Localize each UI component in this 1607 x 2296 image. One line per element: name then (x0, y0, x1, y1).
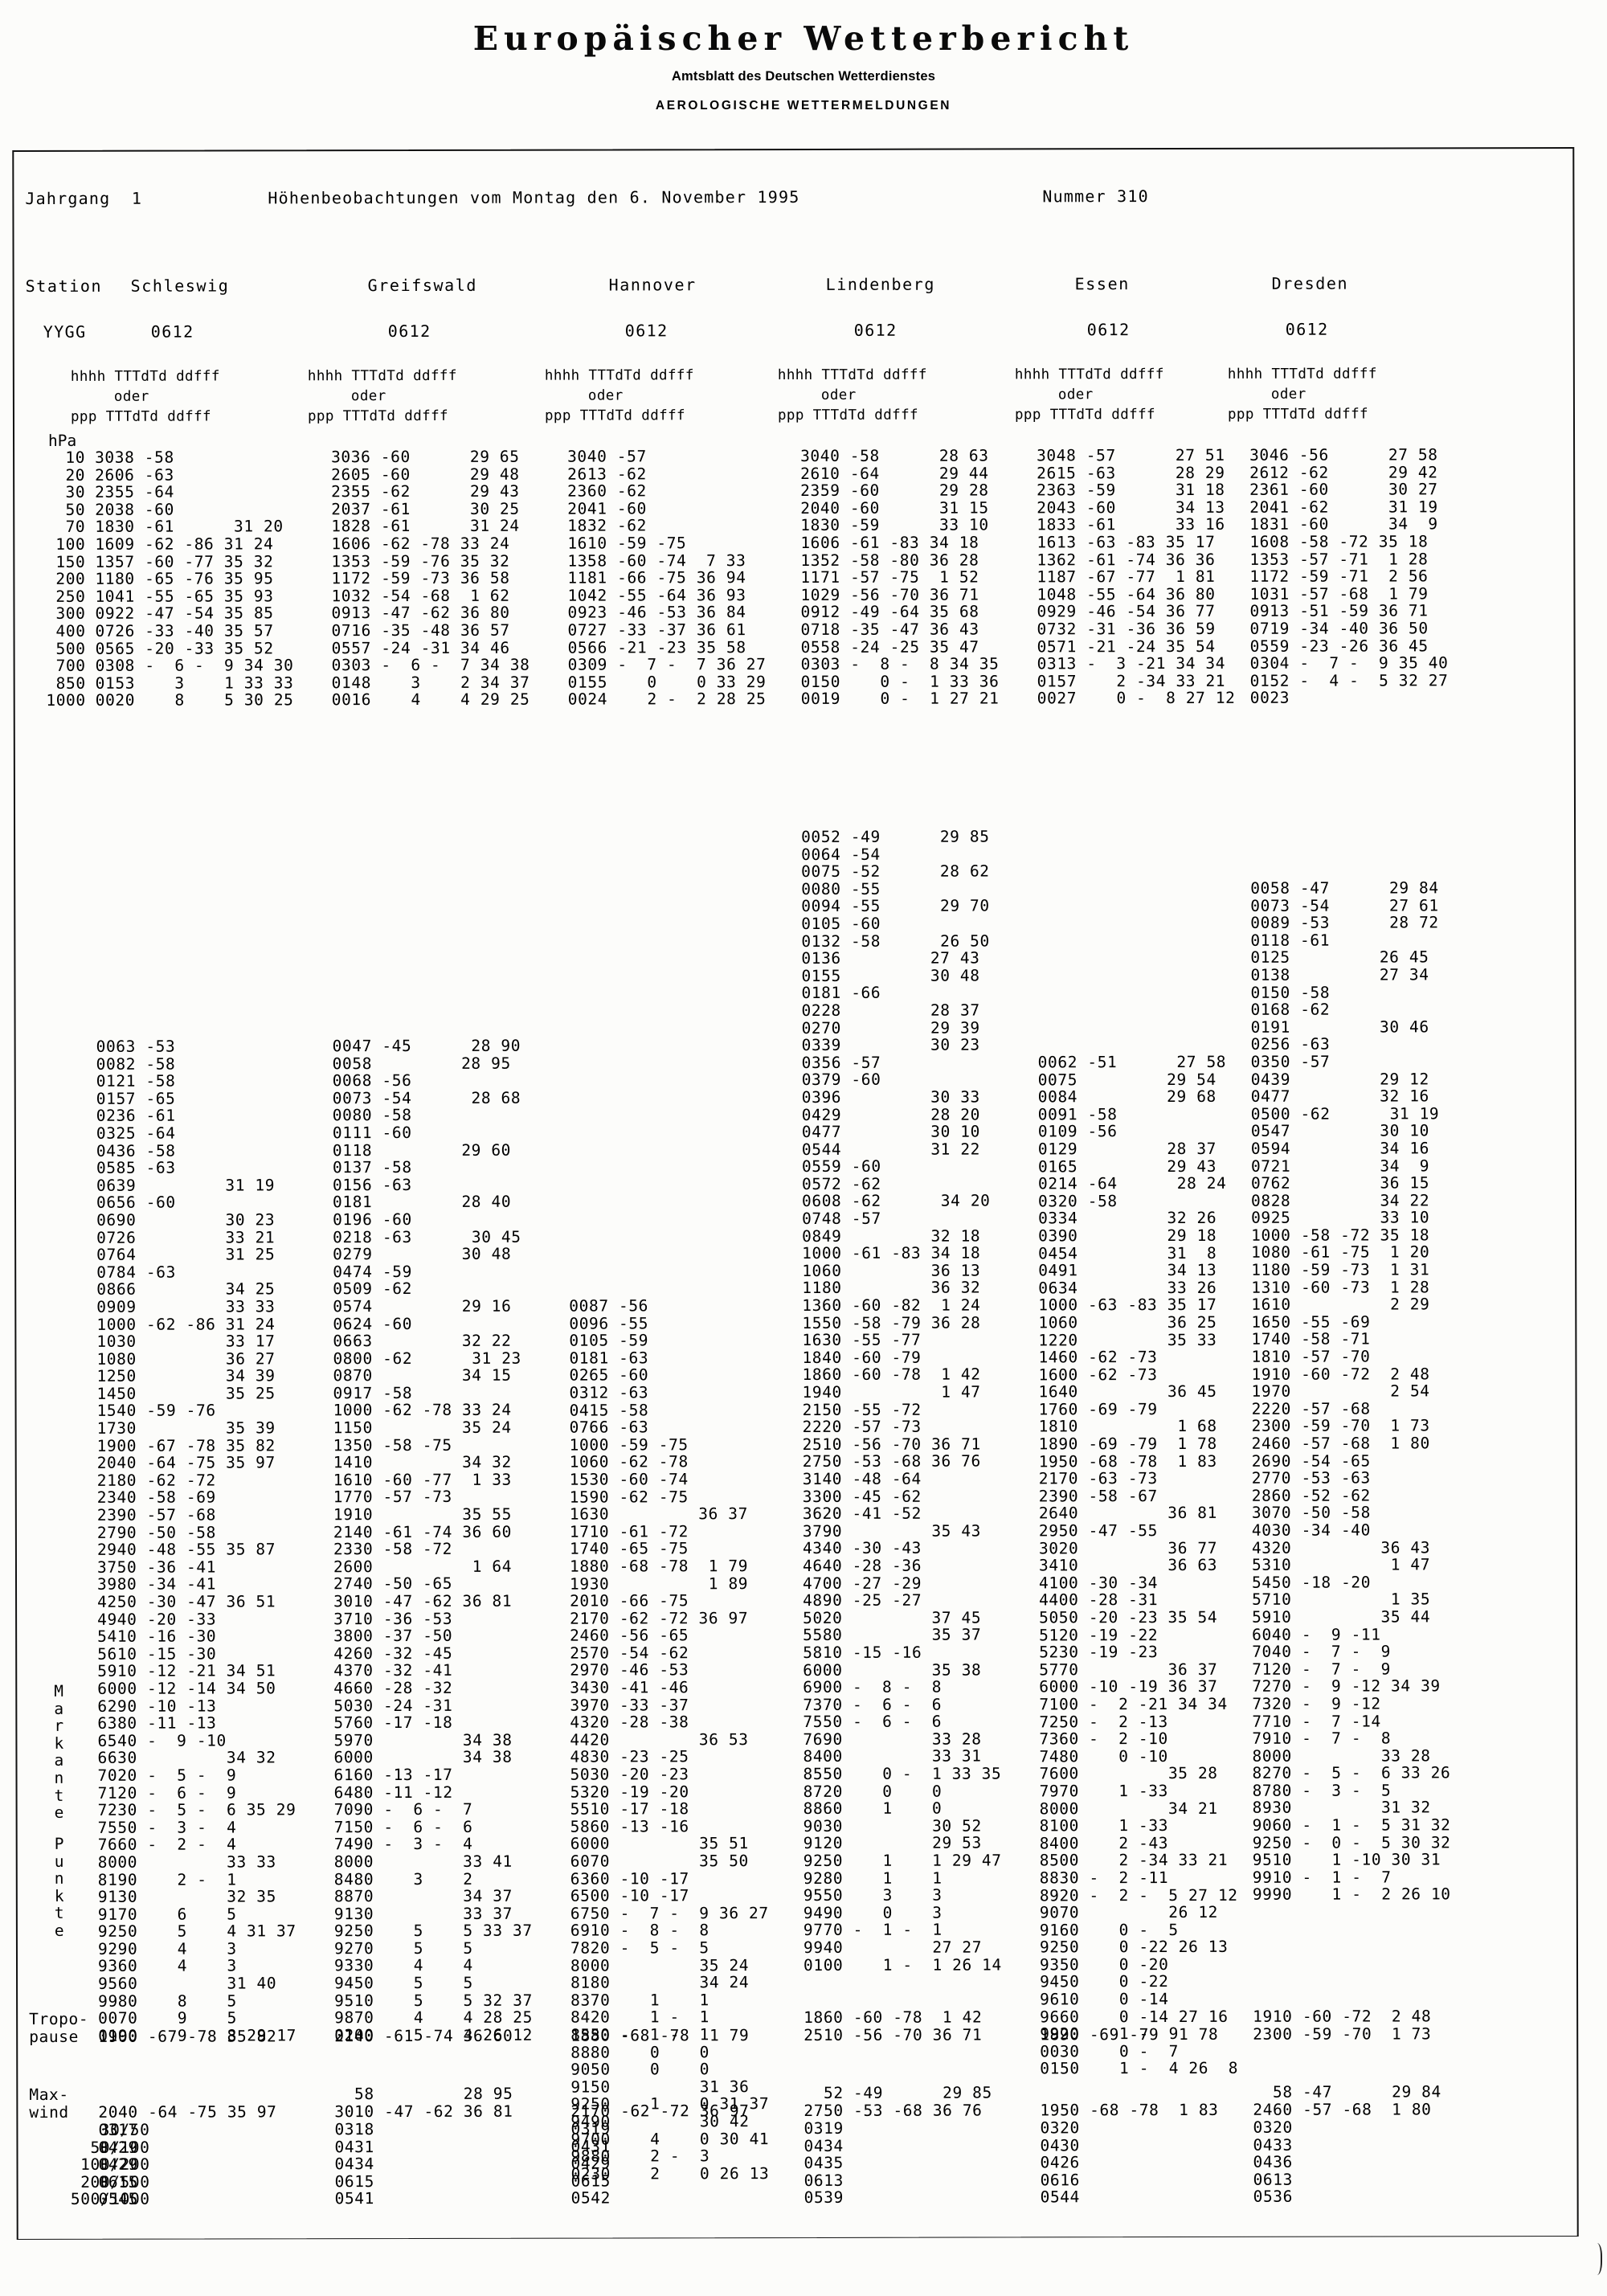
column-header-block: hhhh TTTdTd ddfff oder ppp TTTdTd ddfff … (14, 364, 1573, 424)
colhdr-hannover-l3: ppp TTTdTd ddfff (544, 407, 685, 424)
observation-date: Höhenbeobachtungen vom Montag den 6. Nov… (268, 186, 800, 208)
publication-title: Europäischer Wetterbericht (472, 19, 1135, 58)
maxwind-schleswig: 2040 -64 -75 35 97 (98, 2102, 277, 2122)
maxwind-essen: 1950 -68 -78 1 83 (1040, 2100, 1219, 2120)
tropopause-essen: 1890 -69 -79 1 78 (1040, 2024, 1219, 2044)
colhdr-schleswig-l1: hhhh TTTdTd ddfff (70, 368, 220, 385)
obs-time-essen: 0612 (1086, 320, 1131, 340)
publication-subtitle: Amtsblatt des Deutschen Wetterdienstes (671, 69, 936, 84)
tropopause-label: Tropo- pause (29, 2009, 89, 2046)
volume-info: Jahrgang 1 (25, 189, 142, 208)
masthead: Europäischer Wetterbericht Amtsblatt des… (0, 19, 1607, 113)
colhdr-greifswald-l3: ppp TTTdTd ddfff (307, 407, 448, 425)
volume-label: Jahrgang (25, 188, 111, 209)
content-frame: Jahrgang 1 Höhenbeobachtungen vom Montag… (12, 146, 1579, 2241)
significant-points-hannover: 0087 -56 0096 -55 0105 -59 0181 -63 0265… (569, 1296, 770, 2183)
obs-time-greifswald: 0612 (387, 321, 431, 342)
shear-dresden: 0320 0433 0436 0613 0536 (1253, 2118, 1294, 2207)
colhdr-essen-l3: ppp TTTdTd ddfff (1014, 407, 1155, 424)
significant-points-lindenberg: 0052 -49 29 85 0064 -54 0075 -52 28 62 0… (801, 827, 1002, 1975)
issue-number-label: Nummer (1042, 186, 1106, 207)
maxwind-lindenberg: 2750 -53 -68 36 76 (804, 2101, 983, 2120)
tropopause-greifswald: 2140 -61 -74 36 60 (334, 2026, 513, 2046)
yygg-label: YYGG (43, 321, 87, 342)
maxwind-dresden: 2460 -57 -68 1 80 (1253, 2100, 1432, 2119)
obs-time-hannover: 0612 (624, 321, 669, 341)
station-name-schleswig: Schleswig (130, 276, 230, 296)
significant-points-dresden: 0058 -47 29 84 0073 -54 27 61 0089 -53 2… (1250, 878, 1451, 1905)
colhdr-dresden-l3: ppp TTTdTd ddfff (1227, 406, 1368, 423)
colhdr-hannover-l2: oder (587, 387, 624, 404)
colhdr-greifswald-l2: oder (350, 388, 386, 405)
standard-levels-hannover: 3040 -57 2613 -62 2360 -62 2041 -60 1832… (567, 447, 767, 709)
shear-greifswald: 0318 0431 0434 0615 0541 (334, 2120, 375, 2208)
significant-points-schleswig: 0063 -53 0082 -58 0121 -58 0157 -65 0236… (96, 1037, 297, 2045)
shear-lindenberg: 0319 0434 0435 0613 0539 (804, 2118, 844, 2208)
maxwind-greifswald-upper: 58 28 95 (334, 2084, 513, 2104)
obs-time-lindenberg: 0612 (853, 320, 898, 340)
tropopause-schleswig: 1900 -67 -78 35 82 (98, 2027, 277, 2046)
colhdr-lindenberg-l1: hhhh TTTdTd ddfff (777, 366, 927, 384)
colhdr-hannover-l1: hhhh TTTdTd ddfff (544, 367, 694, 384)
colhdr-dresden-l2: oder (1270, 386, 1306, 403)
tropopause-lindenberg: 2510 -56 -70 36 71 (804, 2025, 983, 2044)
section-title: AEROLOGISCHE WETTERMELDUNGEN (655, 99, 952, 113)
colhdr-lindenberg-l2: oder (820, 387, 857, 403)
markante-label: M a r k a n t e (54, 1681, 64, 1823)
issue-info-line: Jahrgang 1 Höhenbeobachtungen vom Montag… (14, 186, 1572, 210)
issue-number-value: 310 (1117, 186, 1149, 207)
maxwind-hannover: 2170 -62 -72 36 97 (570, 2102, 750, 2121)
colhdr-lindenberg-l3: ppp TTTdTd ddfff (777, 407, 918, 424)
volume-value: 1 (131, 188, 143, 208)
maxwind-lindenberg-upper: 52 -49 29 85 (804, 2083, 992, 2102)
station-name-essen: Essen (1074, 274, 1130, 294)
tropopause-hannover: 1880 -68 -78 1 79 (570, 2026, 750, 2045)
page-corner-mark (1589, 2243, 1602, 2275)
station-name-lindenberg: Lindenberg (825, 274, 936, 294)
shear-essen: 0320 0430 0426 0616 0544 (1040, 2118, 1081, 2207)
colhdr-greifswald-l1: hhhh TTTdTd ddfff (307, 367, 457, 385)
station-row-label: Station (25, 276, 103, 297)
station-name-hannover: Hannover (608, 275, 697, 295)
standard-levels-dresden: 3046 -56 27 58 2612 -62 29 42 2361 -60 3… (1249, 445, 1449, 708)
colhdr-essen-l2: oder (1057, 387, 1094, 403)
maxwind-dresden-upper: 58 -47 29 84 (1253, 2082, 1441, 2102)
standard-levels-schleswig: 3038 -58 2606 -63 2355 -64 2038 -60 1830… (95, 448, 294, 710)
maxwind-label: Max- wind (29, 2085, 69, 2122)
significant-points-essen: 0062 -51 27 58 0075 29 54 0084 29 68 009… (1037, 1052, 1239, 2078)
colhdr-schleswig-l2: oder (113, 388, 149, 405)
obs-time-dresden: 0612 (1285, 319, 1329, 339)
maxwind-greifswald: 3010 -47 -62 36 81 (334, 2102, 513, 2122)
standard-levels-essen: 3048 -57 27 51 2615 -63 28 29 2363 -59 3… (1037, 445, 1236, 708)
tropopause-lindenberg-upper: 1860 -60 -78 1 42 (804, 2007, 983, 2027)
colhdr-schleswig-l3: ppp TTTdTd ddfff (70, 408, 211, 425)
standard-level-labels: 10 20 30 50 70 100 150 200 250 300 400 5… (46, 448, 86, 710)
tropopause-dresden: 2300 -59 -70 1 73 (1253, 2024, 1432, 2044)
station-name-row: Station Schleswig Greifswald Hannover Li… (14, 273, 1573, 296)
pressure-unit-label: hPa (48, 431, 77, 450)
standard-levels-greifswald: 3036 -60 29 65 2605 -60 29 48 2355 -62 2… (331, 447, 530, 710)
shear-schleswig: 0317 0429 0429 0615 0545 (98, 2120, 139, 2209)
shear-hannover: 0319 0431 0429 0615 0542 (570, 2119, 611, 2208)
significant-points-greifswald: 0047 -45 28 90 0058 28 95 0068 -56 0073 … (332, 1036, 534, 2045)
colhdr-essen-l1: hhhh TTTdTd ddfff (1014, 366, 1164, 383)
observation-time-row: YYGG 0612 0612 0612 0612 0612 0612 (14, 319, 1573, 342)
obs-time-schleswig: 0612 (150, 321, 194, 342)
station-name-dresden: Dresden (1271, 273, 1349, 293)
colhdr-dresden-l1: hhhh TTTdTd ddfff (1227, 366, 1377, 383)
station-name-greifswald: Greifswald (367, 275, 478, 296)
tropopause-dresden-upper: 1910 -60 -72 2 48 (1253, 2007, 1432, 2026)
standard-levels-lindenberg: 3040 -58 28 63 2610 -64 29 44 2359 -60 2… (800, 446, 1000, 709)
punkte-label: P u n k t e (54, 1834, 64, 1940)
issue-number: Nummer 310 (1042, 186, 1148, 206)
